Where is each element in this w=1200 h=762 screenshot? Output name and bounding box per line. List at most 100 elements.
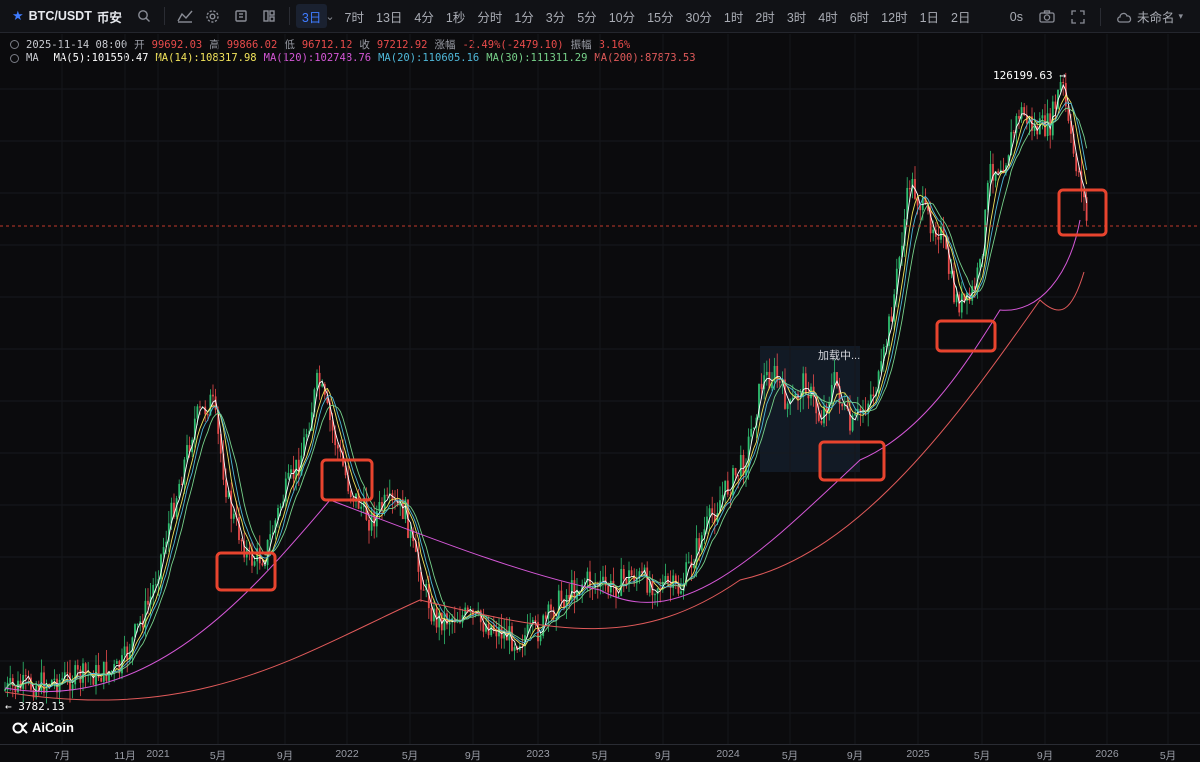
candle-body xyxy=(422,589,425,591)
candle-body xyxy=(838,386,841,404)
candle-body xyxy=(537,621,539,642)
collapse-toggle-icon[interactable] xyxy=(10,40,19,49)
interval-2[interactable]: 13日 xyxy=(376,10,403,25)
indicator-icon[interactable] xyxy=(171,2,199,30)
candle-body xyxy=(339,448,342,452)
candle-body xyxy=(427,583,430,609)
fullscreen-icon[interactable] xyxy=(1064,9,1092,24)
candle-body xyxy=(1033,125,1036,131)
interval-18[interactable]: 1日 xyxy=(919,10,940,25)
time-axis[interactable]: 7月 11月 2021 5月 9月 2022 5月 9月 2023 5月 9月 2024 5月 9月 202… xyxy=(0,744,1200,762)
template-icon[interactable] xyxy=(227,2,255,30)
interval-14[interactable]: 3时 xyxy=(786,10,807,25)
candle-body xyxy=(955,294,958,303)
symbol-selector[interactable]: ★ BTC/USDT 币安 xyxy=(0,7,122,26)
candle-body xyxy=(206,414,209,416)
candle-body xyxy=(448,622,451,625)
candle-body xyxy=(786,403,789,409)
candlestick-chart[interactable] xyxy=(0,34,1200,744)
candle-body xyxy=(760,383,763,389)
candle-body xyxy=(880,361,883,372)
candle-body xyxy=(248,547,251,549)
camera-icon[interactable] xyxy=(1032,10,1062,23)
ma-indicator-label[interactable]: MA xyxy=(26,52,39,64)
candle-body xyxy=(414,541,417,552)
candle-body xyxy=(456,620,459,623)
candle-body xyxy=(453,618,456,623)
cloud-save-button[interactable]: 未命名 ▾ xyxy=(1109,7,1190,26)
ma120-value: MA(120):102748.76 xyxy=(263,52,372,64)
high-value: 99866.02 xyxy=(226,38,278,51)
interval-19[interactable]: 2日 xyxy=(951,10,971,25)
interval-9[interactable]: 10分 xyxy=(608,10,636,25)
favorite-star-icon[interactable]: ★ xyxy=(12,8,24,23)
search-icon[interactable] xyxy=(130,2,158,30)
candle-body xyxy=(305,434,308,438)
candle-body xyxy=(110,671,113,673)
candle-body xyxy=(937,236,940,240)
candle-body xyxy=(557,590,560,618)
interval-17[interactable]: 12时 xyxy=(881,10,908,25)
bar-datetime: 2025-11-14 08:00 xyxy=(26,38,128,51)
interval-13[interactable]: 2时 xyxy=(755,10,775,25)
candle-body xyxy=(544,615,547,619)
candle-body xyxy=(212,394,214,397)
candle-body xyxy=(617,595,620,597)
candle-body xyxy=(466,607,469,611)
candle-body xyxy=(817,413,820,421)
candle-body xyxy=(214,396,217,410)
interval-12[interactable]: 1时 xyxy=(723,10,744,25)
candle-body xyxy=(271,532,274,535)
interval-4[interactable]: 1秒 xyxy=(445,10,466,25)
candle-body xyxy=(849,408,851,431)
candle-body xyxy=(1062,81,1065,84)
candle-body xyxy=(732,468,734,496)
candle-body xyxy=(121,655,123,674)
candle-body xyxy=(1010,132,1013,156)
candle-body xyxy=(375,510,378,527)
candle-body xyxy=(360,506,363,509)
candle-body xyxy=(841,403,844,407)
candle-body xyxy=(807,394,810,399)
candle-body xyxy=(929,210,932,234)
interval-15[interactable]: 4时 xyxy=(818,10,838,25)
interval-10[interactable]: 15分 xyxy=(647,10,674,25)
x-axis-label: 5月 xyxy=(1159,750,1177,762)
layout-icon[interactable] xyxy=(255,2,283,30)
interval-dropdown-chevron-icon[interactable]: ⌄ xyxy=(325,10,335,23)
x-axis-label: 9月 xyxy=(1036,750,1054,762)
interval-3[interactable]: 4分 xyxy=(414,10,434,25)
interval-7[interactable]: 3分 xyxy=(545,10,566,25)
interval-0[interactable]: 3日 xyxy=(295,4,328,28)
candle-body xyxy=(869,394,872,404)
high-price-value: 126199.63 xyxy=(993,69,1053,82)
interval-16[interactable]: 6时 xyxy=(849,10,870,25)
interval-8[interactable]: 5分 xyxy=(577,10,597,25)
candle-body xyxy=(524,635,526,647)
candle-body xyxy=(721,494,724,501)
candle-body xyxy=(768,371,771,389)
candle-body xyxy=(885,345,888,348)
candle-body xyxy=(373,511,376,527)
candle-body xyxy=(505,630,508,641)
interval-5[interactable]: 分时 xyxy=(477,10,503,25)
collapse-toggle-icon[interactable] xyxy=(10,53,19,63)
interval-list: 3日 ⌄ 7时 13日 4分 1秒 分时 1分 3分 5分 10分 15分 30分 1时 2时 3时 4时 6时 1… xyxy=(295,4,977,28)
x-axis-label: 9月 xyxy=(464,750,482,762)
candle-body xyxy=(924,197,927,204)
ma20-line xyxy=(4,102,1088,691)
settings-gear-icon[interactable] xyxy=(199,2,227,30)
candle-body xyxy=(895,268,898,295)
candle-body xyxy=(771,382,773,389)
x-axis-label: 5月 xyxy=(781,750,799,762)
interval-11[interactable]: 30分 xyxy=(685,10,712,25)
interval-1[interactable]: 7时 xyxy=(344,10,364,25)
candle-body xyxy=(620,568,623,596)
candle-body xyxy=(882,347,885,362)
candle-body xyxy=(251,548,253,566)
candle-body xyxy=(308,430,311,435)
interval-6[interactable]: 1分 xyxy=(514,10,534,25)
candle-body xyxy=(269,534,272,540)
candle-body xyxy=(438,612,441,628)
candle-body xyxy=(778,381,781,383)
